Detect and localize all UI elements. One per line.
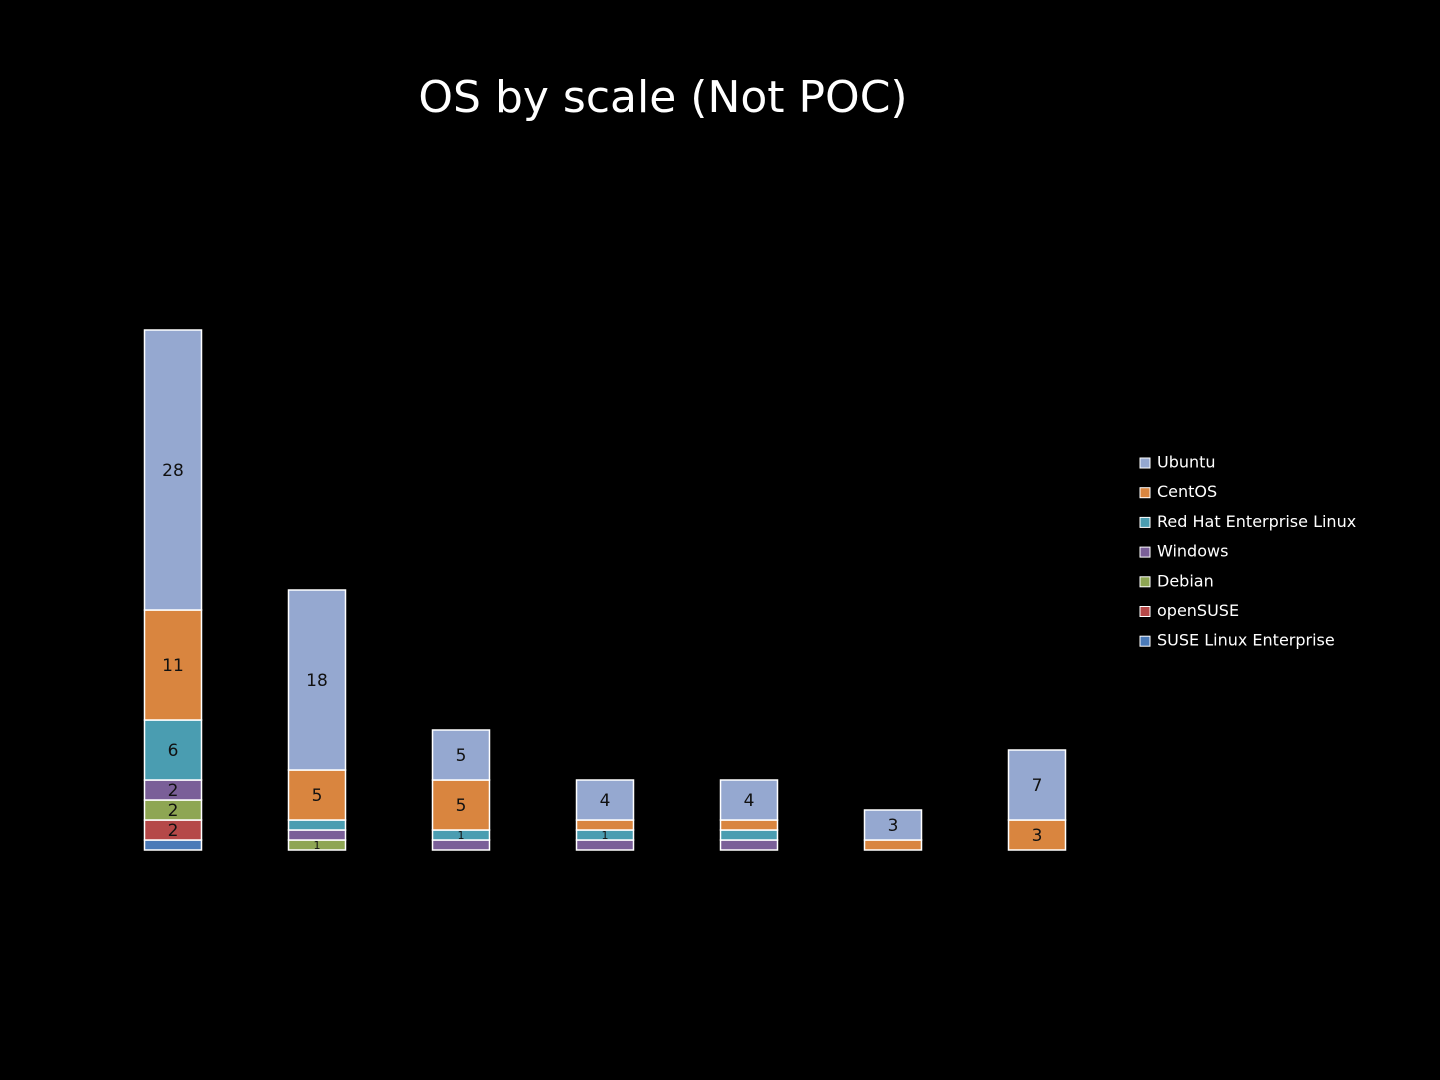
data-label: 3 — [888, 816, 899, 836]
bar-segment — [1007, 749, 1067, 821]
bar-segment — [1007, 819, 1067, 851]
legend-label: Debian — [1157, 571, 1214, 590]
data-label: 3 — [1032, 826, 1043, 846]
data-label: 4 — [744, 791, 755, 811]
data-label: 2 — [168, 801, 179, 821]
bar-segment — [863, 809, 923, 841]
legend-swatch — [1139, 516, 1151, 528]
legend-swatch — [1139, 635, 1151, 647]
data-label: 1 — [602, 829, 609, 842]
bar-segment — [431, 779, 491, 831]
legend-swatch — [1139, 546, 1151, 558]
data-label: 5 — [456, 796, 467, 816]
legend-swatch — [1139, 487, 1151, 499]
data-label: 1 — [314, 839, 321, 852]
legend-swatch — [1139, 457, 1151, 469]
bar-segment — [143, 839, 203, 851]
bar-segment — [431, 729, 491, 781]
bar-segment — [287, 819, 347, 831]
bar-segment — [143, 329, 203, 611]
legend-label: Ubuntu — [1157, 453, 1216, 472]
bar-segment — [287, 589, 347, 771]
data-label: 18 — [306, 671, 328, 691]
data-label: 5 — [456, 746, 467, 766]
legend-swatch — [1139, 606, 1151, 617]
bar-segment — [287, 829, 347, 841]
data-label: 28 — [162, 461, 184, 481]
data-label: 11 — [162, 656, 184, 676]
bar-segment — [143, 609, 203, 721]
bar-segment — [575, 819, 635, 831]
legend-label: CentOS — [1157, 482, 1217, 501]
data-label: 4 — [600, 791, 611, 811]
data-label: 2 — [168, 821, 179, 841]
bar-segment — [719, 829, 779, 841]
data-label: 5 — [312, 786, 323, 806]
legend-label: SUSE Linux Enterprise — [1157, 631, 1335, 650]
chart-title: OS by scale (Not POC) — [418, 72, 907, 123]
legend-label: Windows — [1157, 542, 1228, 561]
data-label: 1 — [458, 829, 465, 842]
bar-segment — [719, 779, 779, 821]
legend-swatch — [1139, 576, 1151, 588]
bar-segment — [575, 779, 635, 821]
bar-segment — [719, 839, 779, 851]
legend-label: Red Hat Enterprise Linux — [1157, 512, 1356, 531]
data-label: 6 — [168, 741, 179, 761]
legend-label: openSUSE — [1157, 601, 1239, 620]
bar-segment — [719, 819, 779, 831]
data-label: 7 — [1032, 776, 1043, 796]
data-label: 2 — [168, 781, 179, 801]
bar-segment — [287, 769, 347, 821]
bar-segment — [863, 839, 923, 851]
